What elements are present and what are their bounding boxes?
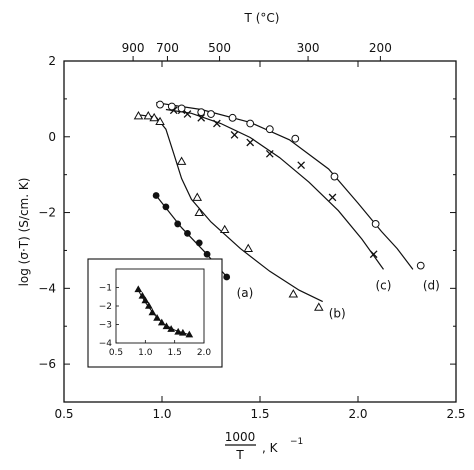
inset-data-point [179,328,187,336]
x-axis-title-unit: , K [262,441,279,455]
series-curve [165,108,384,270]
data-point [369,250,378,259]
data-point [371,220,380,228]
x-tick-label: 2.5 [446,407,465,421]
data-point [143,111,154,120]
inset-data-point [145,302,153,309]
series-curve [138,114,323,303]
data-point [149,112,159,122]
inset-y-tick-label: −3 [99,321,112,331]
data-point [416,261,425,270]
top-tick-label: 500 [208,41,231,55]
inset-data-point [167,325,175,332]
series-1: (b) [133,111,346,321]
data-point [207,110,215,118]
main-plot-area: 0.5 1.0 1.5 2.0 2.5 2 0 −2 −4 −6 900 700 500 300 200 (a… [38,41,465,421]
data-point [152,192,160,199]
series-curve [156,102,414,270]
data-point [314,302,324,311]
data-point [291,134,300,143]
top-tick-label: 200 [369,41,392,55]
data-point [219,224,230,234]
data-point [177,104,186,113]
y-tick-label: 0 [48,130,56,144]
inset-data-point [185,330,194,338]
data-point [297,161,306,170]
x-tick-label: 2.0 [348,407,367,421]
data-point [330,172,339,181]
data-point [265,125,274,134]
inset-data-point [174,327,183,335]
x-axis-title-unit-exponent: −1 [290,437,303,447]
data-point [213,119,221,128]
axis-titles: T (°C) log (σ·T) (S/cm. K) 1000 T , K −1 [17,11,303,462]
inset-x-tick-label: 0.5 [109,348,123,358]
data-point [246,119,255,128]
inset-box [87,258,223,368]
inset-x-tick-label: 2.0 [197,348,212,358]
data-point [195,239,203,247]
data-point [183,110,192,118]
inset-x-tick-label: 1.5 [168,348,182,358]
top-tick-label: 300 [297,41,320,55]
data-point [174,220,182,228]
data-point [133,111,144,120]
data-point [288,289,299,298]
series-label: (d) [423,278,440,292]
series-label: (c) [375,278,391,292]
top-axis-title: T (°C) [244,11,280,25]
y-tick-label: −2 [38,206,56,220]
data-point [167,102,176,111]
top-tick-label: 900 [122,41,145,55]
data-point [194,207,205,216]
inset-data-point [162,322,171,330]
inset-data-point [134,285,143,293]
data-point [230,131,239,139]
data-point [328,193,337,202]
y-tick-label: 2 [48,54,56,68]
data-point [203,250,211,258]
inset-plot-area: 0.5 1.0 1.5 2.0 −1 −2 −3 −4 [87,258,223,368]
series-3: (d) [156,100,440,292]
data-point [184,229,191,237]
data-point [223,273,231,281]
inset-y-tick-label: −2 [99,302,112,312]
data-point [192,192,203,201]
series-label: (a) [237,286,254,300]
inset-data-point [148,308,157,316]
data-point [162,203,170,211]
x-axis-title-denominator: T [235,448,244,462]
series-2: (c) [165,106,391,292]
data-point [265,149,274,158]
x-tick-label: 1.5 [250,407,269,421]
y-tick-label: −6 [38,357,56,371]
data-point [176,156,187,165]
x-axis-title-numerator: 1000 [225,430,256,444]
y-axis-title: log (σ·T) (S/cm. K) [17,178,31,287]
inset-x-tick-label: 1.0 [138,348,153,358]
data-point [155,116,165,126]
x-tick-label: 1.0 [152,407,171,421]
data-point [156,100,164,109]
data-point [228,113,237,122]
data-point [197,113,206,122]
inset-data-point [157,318,166,326]
inset-y-tick-label: −4 [99,339,113,349]
data-point [246,138,255,147]
inset-data-point [153,314,161,321]
inset-data-point [138,291,147,299]
y-tick-label: −4 [38,281,56,295]
top-tick-label: 700 [156,41,179,55]
data-point [243,243,254,252]
inset-data-point [141,296,150,304]
x-tick-label: 0.5 [54,407,73,421]
inset-y-tick-label: −1 [99,284,112,294]
series-label: (b) [329,307,346,321]
data-point [197,108,206,117]
